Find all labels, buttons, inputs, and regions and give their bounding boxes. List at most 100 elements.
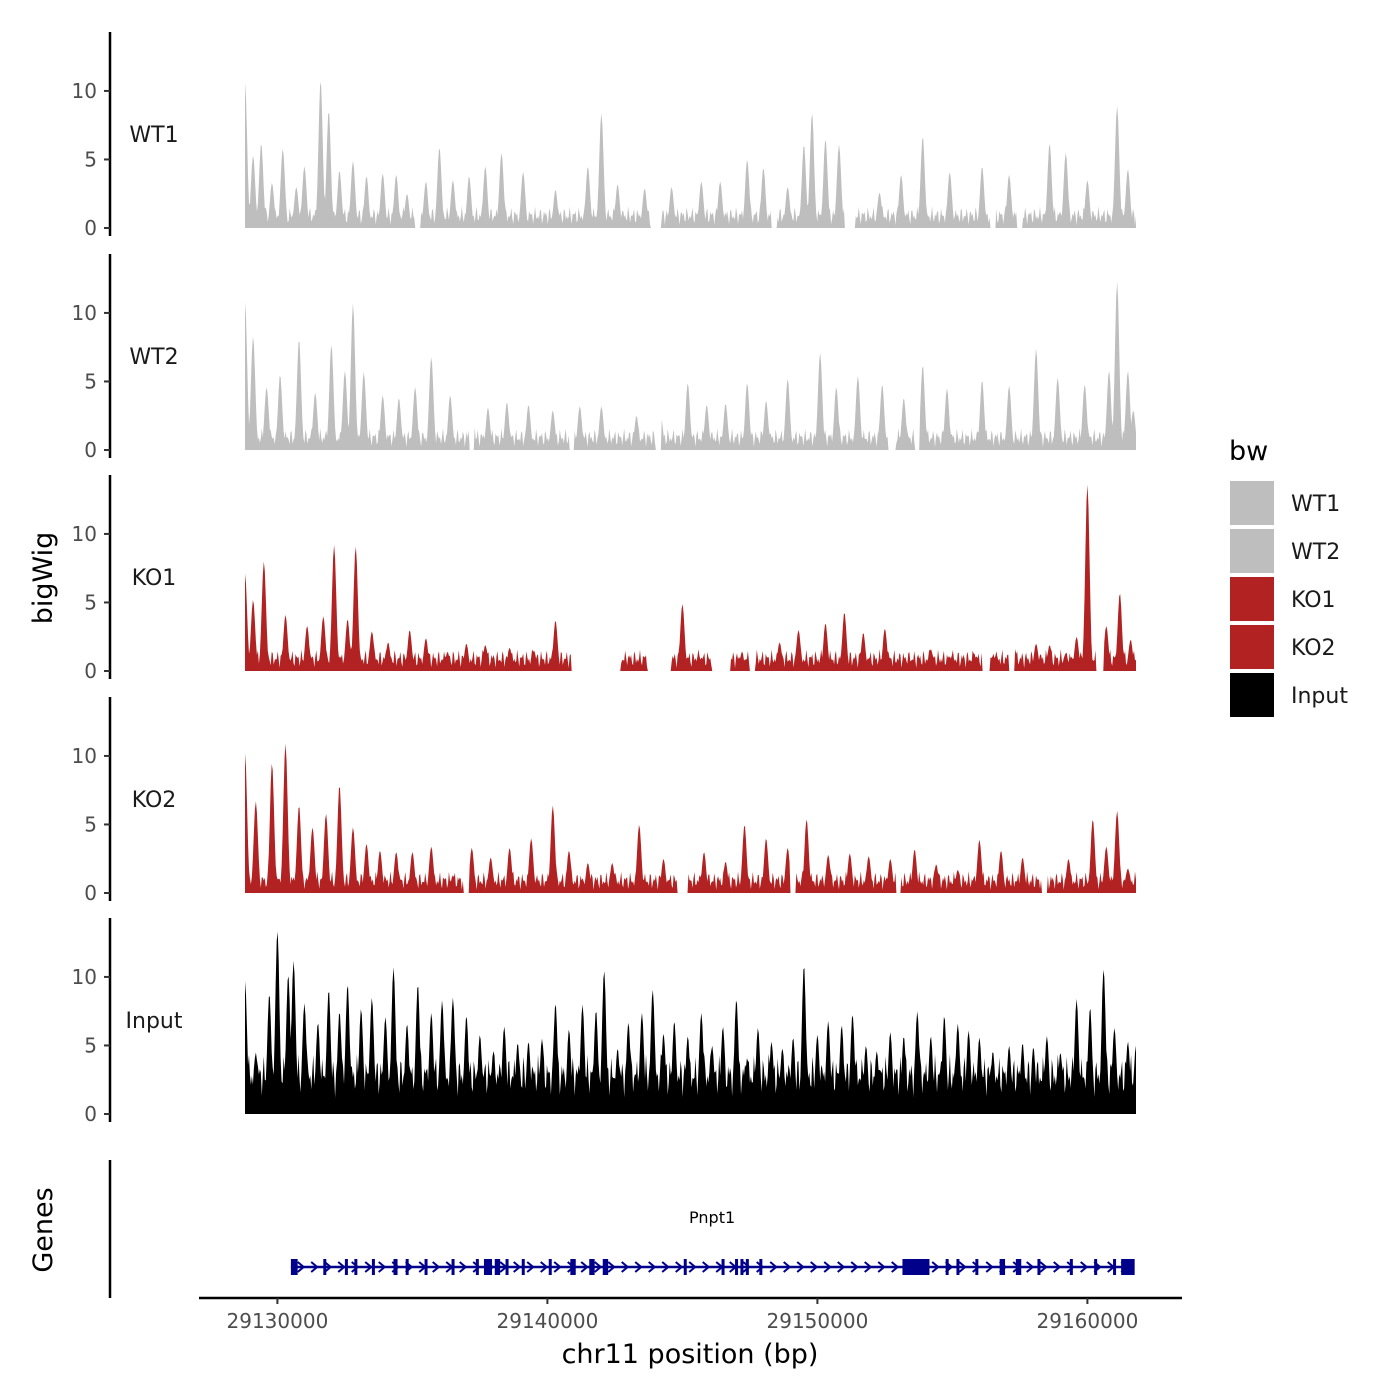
strand-arrow — [513, 1261, 522, 1273]
exon — [323, 1259, 327, 1275]
signal-area-input — [245, 931, 1136, 1114]
strand-arrow — [378, 1261, 387, 1273]
y-tick-label: 10 — [72, 965, 97, 989]
strand-arrow — [972, 1261, 981, 1273]
track-label: WT2 — [129, 345, 178, 370]
exon — [735, 1259, 739, 1275]
strand-arrow — [472, 1261, 481, 1273]
legend-label-wt1: WT1 — [1291, 492, 1340, 517]
y-tick-label: 0 — [84, 1102, 97, 1126]
exon — [602, 1259, 609, 1275]
track-ko2: 0 5 10 KO2 — [72, 697, 1136, 905]
signal-area-ko2 — [245, 743, 1136, 893]
legend: WT1 WT2 KO1 KO2 Input — [1228, 479, 1348, 719]
exon — [1069, 1259, 1073, 1275]
strand-arrow — [891, 1261, 900, 1273]
gene-panel-title: Genes — [28, 1187, 59, 1272]
exon — [354, 1259, 358, 1275]
strand-arrow — [661, 1261, 670, 1273]
strand-arrow — [985, 1261, 994, 1273]
strand-arrow — [742, 1261, 751, 1273]
y-tick-label: 0 — [84, 659, 97, 683]
track-label: Input — [126, 1009, 183, 1034]
exon — [548, 1259, 552, 1275]
strand-arrow — [864, 1261, 873, 1273]
strand-arrow — [756, 1261, 765, 1273]
strand-arrow — [526, 1261, 535, 1273]
exon — [589, 1259, 595, 1275]
strand-arrow — [837, 1261, 846, 1273]
strand-arrow — [297, 1261, 306, 1273]
exon — [740, 1259, 744, 1275]
strand-arrow — [877, 1261, 886, 1273]
strand-arrow — [432, 1261, 441, 1273]
strand-arrow — [702, 1261, 711, 1273]
x-tick-label: 29130000 — [227, 1309, 329, 1333]
strand-arrow — [540, 1261, 549, 1273]
strand-arrow — [958, 1261, 967, 1273]
strand-arrow — [351, 1261, 360, 1273]
legend-label-ko1: KO1 — [1291, 588, 1336, 613]
y-tick-label: 5 — [84, 369, 97, 393]
strand-arrow — [648, 1261, 657, 1273]
exon — [371, 1259, 375, 1275]
y-tick-label: 10 — [72, 79, 97, 103]
y-tick-label: 0 — [84, 881, 97, 905]
track-wt2: 0 5 10 WT2 — [72, 254, 1136, 462]
exon — [344, 1259, 348, 1275]
gene-name-label: Pnpt1 — [689, 1208, 735, 1227]
exon — [405, 1259, 409, 1275]
track-label: KO1 — [132, 566, 177, 591]
strand-arrow — [688, 1261, 697, 1273]
exon — [290, 1259, 298, 1275]
exon — [483, 1259, 493, 1275]
exon — [759, 1259, 763, 1275]
y-tick-label: 5 — [84, 147, 97, 171]
exon — [1113, 1259, 1117, 1275]
exon — [956, 1259, 960, 1275]
x-tick-label: 29160000 — [1037, 1309, 1139, 1333]
strand-arrow — [1066, 1261, 1075, 1273]
y-tick-label: 5 — [84, 1033, 97, 1057]
gene-panel: Pnpt1 — [108, 1160, 1135, 1298]
x-tick-label: 29150000 — [767, 1309, 869, 1333]
exon — [505, 1259, 509, 1275]
strand-arrow — [1053, 1261, 1062, 1273]
y-tick-label: 0 — [84, 438, 97, 462]
y-tick-label: 10 — [72, 522, 97, 546]
strand-arrow — [621, 1261, 630, 1273]
legend-swatch-ko1 — [1228, 575, 1276, 623]
legend-swatch-input — [1228, 671, 1276, 719]
strand-arrow — [1039, 1261, 1048, 1273]
exon — [902, 1259, 930, 1275]
legend-swatch-ko2 — [1228, 623, 1276, 671]
strand-arrow — [553, 1261, 562, 1273]
legend-label-wt2: WT2 — [1291, 540, 1340, 565]
y-tick-label: 10 — [72, 744, 97, 768]
exon — [683, 1259, 687, 1275]
exon — [451, 1259, 455, 1275]
strand-arrow — [580, 1261, 589, 1273]
strand-arrow — [783, 1261, 792, 1273]
exon — [999, 1259, 1006, 1275]
x-axis-title: chr11 position (bp) — [562, 1339, 819, 1370]
exon — [521, 1259, 525, 1275]
exon — [494, 1259, 501, 1275]
strand-arrow — [634, 1261, 643, 1273]
y-axis-title: bigWig — [28, 532, 59, 625]
tracks: 0 5 10 WT1 0 5 10 WT2 0 5 10 KO1 0 5 10 KO2 0 5 10 Input — [72, 32, 1136, 1126]
exon — [721, 1259, 725, 1275]
exon — [475, 1259, 479, 1275]
strand-arrow — [823, 1261, 832, 1273]
exon — [393, 1259, 398, 1275]
exon — [424, 1259, 428, 1275]
strand-arrow — [1080, 1261, 1089, 1273]
strand-arrow — [850, 1261, 859, 1273]
exon — [975, 1259, 979, 1275]
strand-arrow — [769, 1261, 778, 1273]
y-tick-label: 5 — [84, 812, 97, 836]
track-ko1: 0 5 10 KO1 — [72, 475, 1136, 683]
exon — [1037, 1259, 1041, 1275]
exon — [745, 1259, 749, 1275]
legend-title: bw — [1229, 436, 1268, 467]
